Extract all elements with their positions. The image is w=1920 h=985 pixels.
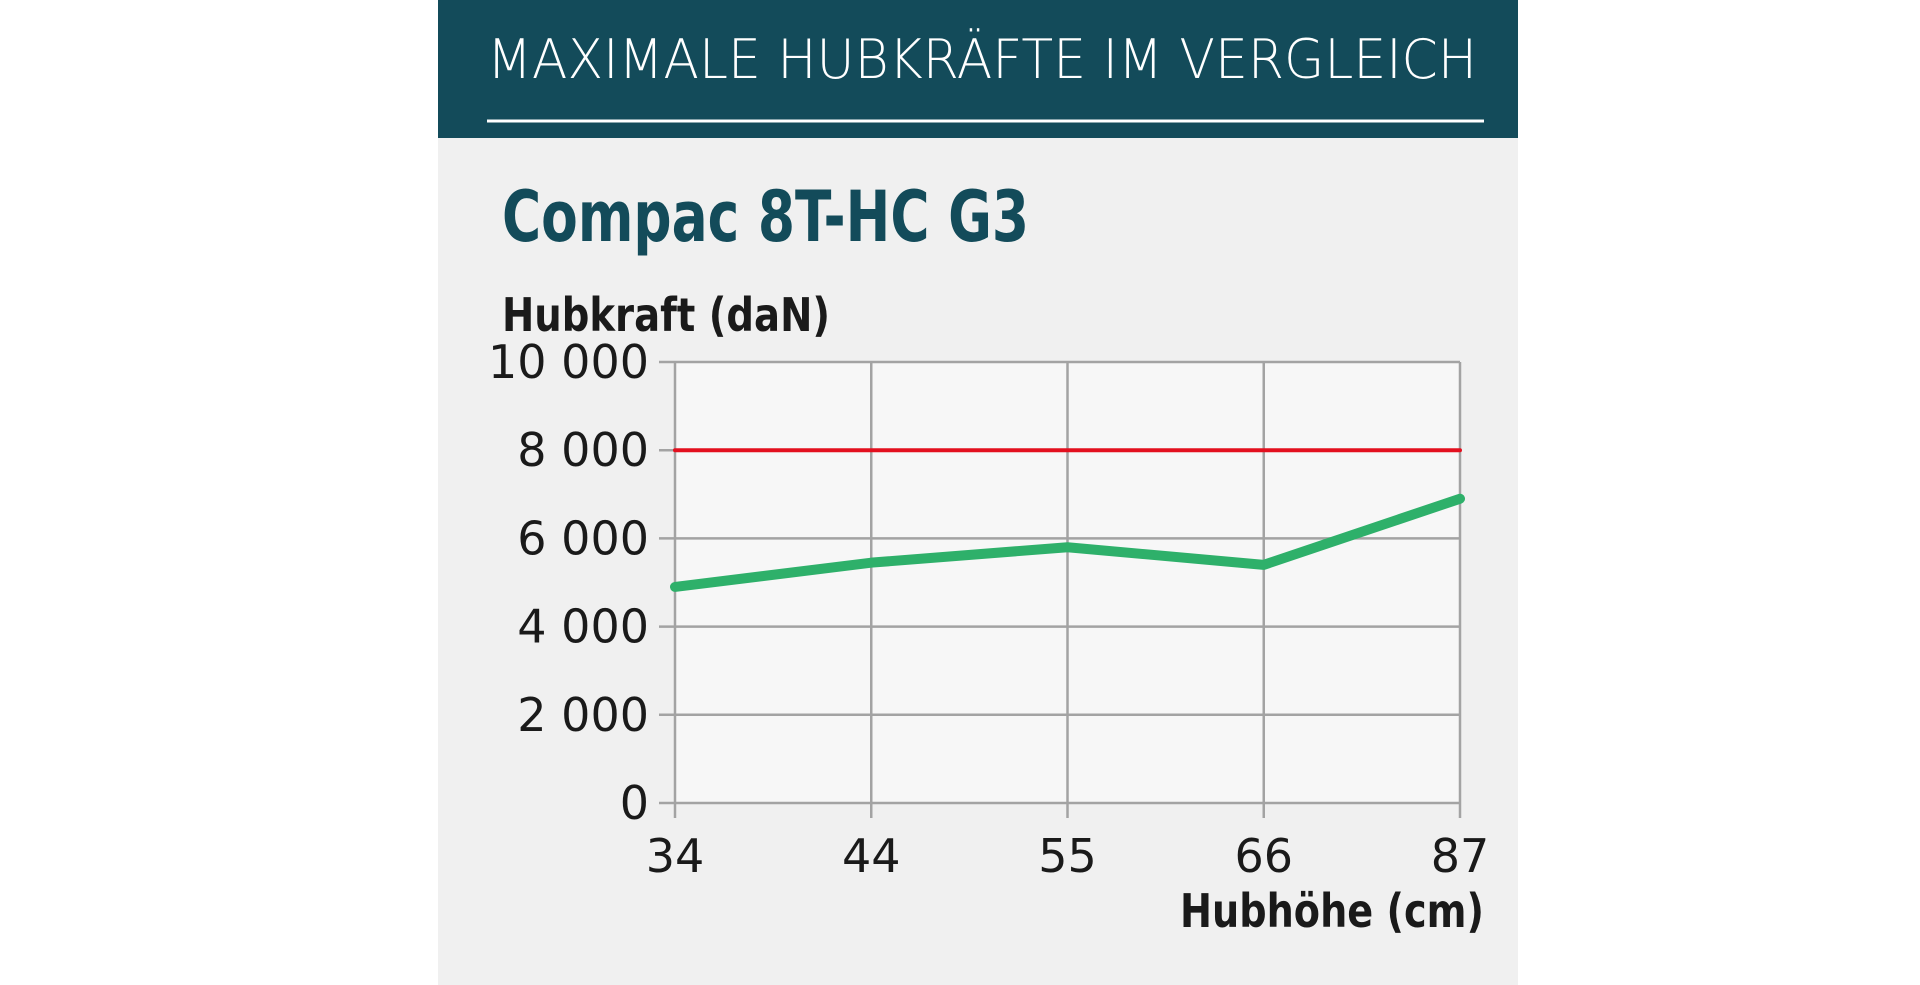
header-band	[438, 0, 1518, 138]
y-tick-label: 6 000	[517, 511, 649, 565]
y-tick-label: 2 000	[517, 688, 649, 742]
x-tick-label: 55	[1038, 829, 1097, 883]
y-tick-label: 4 000	[517, 600, 649, 654]
data-line	[670, 493, 1465, 592]
y-tick-label: 8 000	[517, 423, 649, 477]
x-tick-label: 66	[1234, 829, 1293, 883]
x-tick-label: 44	[842, 829, 901, 883]
x-tick-label: 34	[646, 829, 705, 883]
y-tick-label: 0	[620, 776, 649, 830]
y-axis-label: Hubkraft (daN)	[502, 288, 830, 342]
x-tick-label: 87	[1431, 829, 1490, 883]
chart-title: Compac 8T-HC G3	[502, 176, 1029, 258]
header-title: MAXIMALE HUBKRÄFTE IM VERGLEICH	[487, 28, 1477, 91]
x-axis-label: Hubhöhe (cm)	[1180, 884, 1484, 938]
y-tick-label: 10 000	[488, 335, 649, 389]
